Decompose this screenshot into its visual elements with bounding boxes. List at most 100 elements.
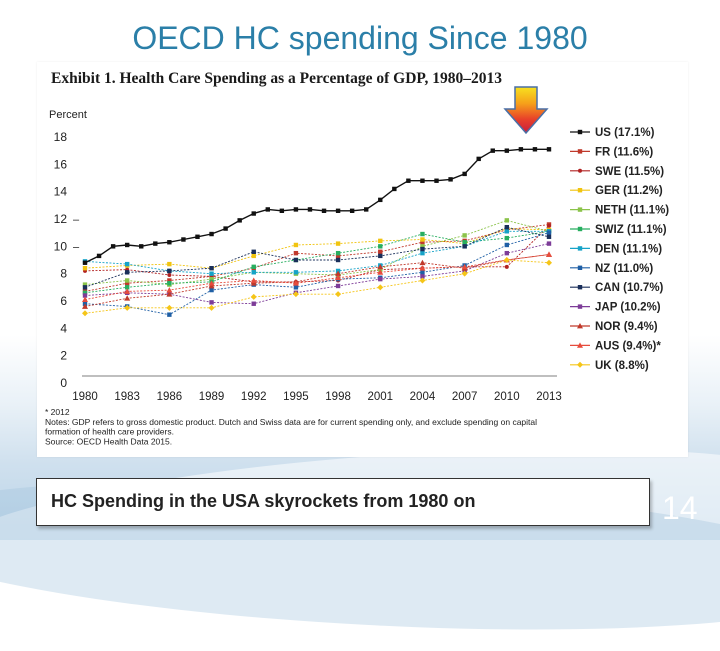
note-line: * 2012 bbox=[45, 407, 70, 417]
y-tick-label: 2 bbox=[60, 349, 67, 363]
y-tick-dash: – bbox=[73, 241, 80, 253]
data-point bbox=[518, 147, 524, 152]
data-point bbox=[335, 208, 341, 213]
series-line bbox=[84, 232, 550, 316]
data-point bbox=[209, 271, 214, 276]
note-line: Source: OECD Health Data 2015. bbox=[45, 436, 172, 446]
data-point bbox=[124, 242, 130, 248]
data-point bbox=[335, 253, 341, 259]
data-point bbox=[82, 303, 88, 309]
data-point bbox=[124, 288, 131, 294]
data-point bbox=[420, 244, 425, 249]
series-line bbox=[84, 254, 550, 301]
series-jap bbox=[82, 241, 552, 306]
y-tick-dash: – bbox=[73, 214, 80, 226]
data-point bbox=[153, 241, 158, 246]
data-point bbox=[293, 257, 299, 263]
y-tick-label: 4 bbox=[60, 321, 67, 335]
data-point bbox=[208, 280, 215, 286]
data-point bbox=[378, 244, 383, 249]
data-point bbox=[476, 156, 481, 162]
legend-item: UK (8.8%) bbox=[570, 360, 649, 372]
x-tick-label: 2010 bbox=[494, 391, 520, 403]
data-point bbox=[378, 249, 383, 254]
data-point bbox=[546, 147, 552, 152]
x-tick-label: 1998 bbox=[325, 391, 351, 403]
data-point bbox=[335, 257, 341, 263]
data-point bbox=[82, 310, 88, 317]
data-point bbox=[208, 304, 215, 311]
data-point bbox=[349, 208, 355, 213]
y-tick-label: 12 bbox=[54, 212, 68, 226]
series-line bbox=[84, 219, 550, 286]
legend-item: GER (11.2%) bbox=[570, 185, 663, 197]
legend-label: US (17.1%) bbox=[595, 127, 655, 139]
data-point bbox=[279, 208, 285, 213]
data-point bbox=[167, 312, 172, 317]
y-tick-label: 8 bbox=[60, 267, 67, 281]
data-point bbox=[547, 223, 551, 228]
data-point bbox=[378, 276, 383, 282]
highlight-arrow bbox=[503, 86, 549, 135]
data-point bbox=[335, 270, 342, 277]
series-line bbox=[84, 230, 550, 294]
x-tick-label: 1986 bbox=[157, 391, 183, 403]
data-point bbox=[462, 233, 467, 238]
data-point bbox=[139, 244, 144, 249]
data-point bbox=[504, 225, 510, 230]
data-point bbox=[251, 270, 256, 275]
legend-item: US (17.1%) bbox=[570, 127, 655, 139]
legend-item: CAN (10.7%) bbox=[570, 282, 664, 294]
data-point bbox=[420, 250, 425, 256]
note-line: formation of health care providers. bbox=[45, 427, 174, 437]
data-point bbox=[335, 241, 341, 246]
data-point bbox=[462, 244, 467, 249]
data-point bbox=[577, 226, 583, 232]
data-point bbox=[419, 277, 426, 284]
data-point bbox=[378, 238, 383, 244]
data-point bbox=[82, 266, 88, 271]
data-point bbox=[209, 266, 214, 271]
data-point bbox=[420, 178, 425, 183]
data-point bbox=[392, 186, 397, 192]
data-point bbox=[82, 282, 88, 287]
data-point bbox=[265, 207, 270, 212]
series-line bbox=[84, 230, 549, 275]
data-point bbox=[504, 264, 509, 269]
data-point bbox=[335, 283, 341, 289]
data-point bbox=[420, 237, 425, 242]
legend-item: SWE (11.5%) bbox=[570, 166, 664, 178]
data-point bbox=[461, 263, 468, 270]
data-point bbox=[96, 253, 102, 259]
data-point bbox=[237, 218, 242, 223]
data-point bbox=[420, 246, 425, 252]
series-can bbox=[82, 225, 552, 290]
legend-item: NZ (11.0%) bbox=[570, 263, 653, 275]
data-point bbox=[124, 278, 130, 283]
x-tick-label: 1992 bbox=[241, 391, 267, 403]
data-point bbox=[209, 300, 214, 305]
data-point bbox=[577, 188, 583, 193]
x-tick-label: 2004 bbox=[410, 391, 436, 403]
data-point bbox=[504, 148, 510, 153]
data-point bbox=[419, 265, 426, 271]
data-point bbox=[490, 148, 495, 153]
legend-label: SWE (11.5%) bbox=[595, 166, 664, 178]
y-axis-label: Percent bbox=[49, 109, 87, 121]
data-point bbox=[577, 265, 583, 270]
data-point bbox=[124, 304, 131, 311]
legend-label: UK (8.8%) bbox=[595, 360, 649, 372]
x-tick-label: 1980 bbox=[72, 391, 98, 403]
legend-label: NETH (11.1%) bbox=[595, 205, 669, 217]
health-spending-chart: Exhibit 1. Health Care Spending as a Per… bbox=[45, 70, 669, 446]
data-point bbox=[321, 208, 327, 213]
series-line bbox=[84, 228, 550, 269]
legend-label: CAN (10.7%) bbox=[595, 282, 664, 294]
y-tick-label: 6 bbox=[60, 294, 67, 308]
legend-label: GER (11.2%) bbox=[595, 185, 663, 197]
y-tick-label: 18 bbox=[54, 130, 68, 144]
series-aus bbox=[82, 251, 552, 303]
data-point bbox=[166, 287, 173, 293]
data-point bbox=[546, 230, 552, 235]
